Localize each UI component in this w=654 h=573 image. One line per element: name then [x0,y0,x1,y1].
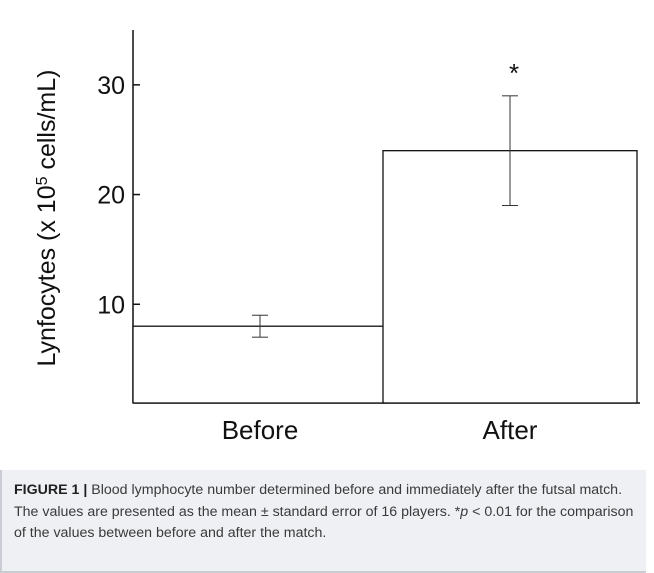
caption-text-2: < 0.01 for the comparison of the values … [14,503,634,542]
y-tick-label-20: 20 [97,182,125,210]
figure-label: FIGURE 1 | [14,482,88,498]
x-tick-label-before: Before [222,415,299,445]
significance-marker-after: * [509,58,519,88]
figure-caption: FIGURE 1 | Blood lymphocyte number deter… [14,480,642,545]
bar-chart: 10 20 30 Before After * Lynfocytes (x 105 cel… [33,30,640,445]
y-axis-label-exponent: 5 [34,176,51,185]
y-axis-label-suffix: cells/mL) [33,70,61,177]
caption-p-symbol: p [460,503,469,520]
y-axis-label: Lynfocytes (x 105 cells/mL) [33,70,61,367]
caption-text-1: Blood lymphocyte number determined befor… [14,482,623,520]
x-tick-label-after: After [483,415,538,445]
y-tick-label-10: 10 [97,291,125,319]
y-tick-label-30: 30 [97,72,125,100]
plot-area: 10 20 30 Before After * [97,30,640,445]
caption-panel [0,470,646,573]
bar-before [132,325,388,404]
y-axis-label-prefix: Lynfocytes (x 10 [33,185,61,366]
